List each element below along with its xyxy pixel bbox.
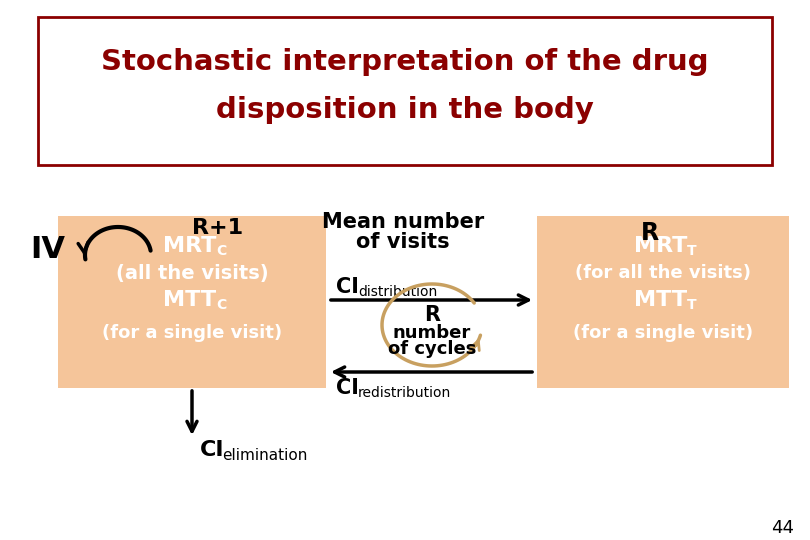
Text: Mean number: Mean number: [322, 212, 484, 232]
Text: redistribution: redistribution: [358, 386, 451, 400]
Text: T: T: [687, 298, 697, 312]
Text: R: R: [641, 221, 659, 245]
Text: R: R: [424, 305, 440, 325]
Text: distribution: distribution: [358, 285, 437, 299]
Text: IV: IV: [31, 235, 66, 265]
Text: number: number: [393, 324, 471, 342]
Text: (for all the visits): (for all the visits): [575, 264, 751, 282]
Text: of visits: of visits: [356, 232, 450, 252]
Text: (for a single visit): (for a single visit): [573, 324, 753, 342]
Text: CI: CI: [200, 440, 224, 460]
Text: MTT: MTT: [634, 290, 688, 310]
Text: R+1: R+1: [193, 218, 244, 238]
Text: (for a single visit): (for a single visit): [102, 324, 282, 342]
Text: MRT: MRT: [634, 236, 688, 256]
Text: C: C: [216, 298, 226, 312]
FancyBboxPatch shape: [537, 216, 789, 388]
Text: T: T: [687, 244, 697, 258]
Text: elimination: elimination: [222, 449, 307, 463]
Text: of cycles: of cycles: [388, 340, 476, 358]
Text: C: C: [216, 244, 226, 258]
Text: Stochastic interpretation of the drug: Stochastic interpretation of the drug: [101, 48, 709, 76]
FancyBboxPatch shape: [38, 17, 772, 165]
Text: CI: CI: [336, 277, 359, 297]
Text: MTT: MTT: [164, 290, 216, 310]
Text: CI: CI: [336, 378, 359, 398]
Text: 44: 44: [771, 519, 795, 537]
Text: disposition in the body: disposition in the body: [216, 96, 594, 124]
Text: (all the visits): (all the visits): [116, 264, 268, 282]
Text: MRT: MRT: [164, 236, 217, 256]
FancyBboxPatch shape: [58, 216, 326, 388]
